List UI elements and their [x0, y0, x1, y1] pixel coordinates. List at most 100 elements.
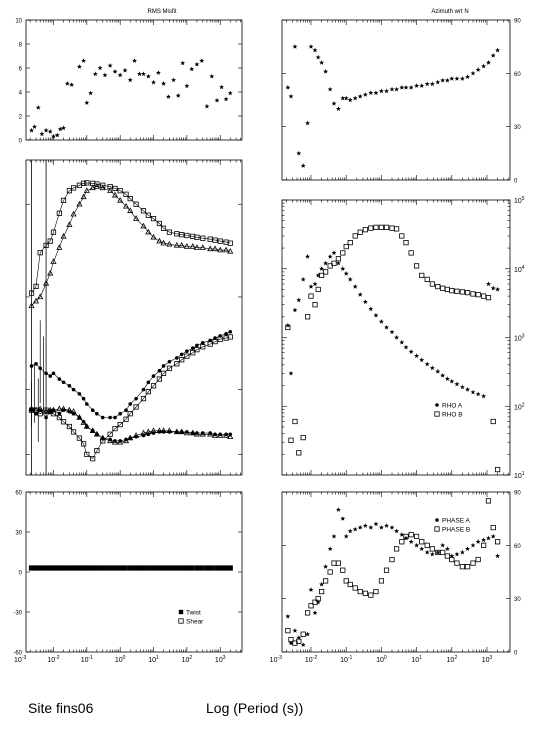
fit-series-6 [29, 408, 233, 443]
rms-misfit-point [117, 72, 123, 78]
fit-point [90, 428, 95, 433]
twist-shear-point [140, 565, 147, 571]
rho-point [454, 381, 460, 387]
phase-point [449, 556, 455, 563]
rho-point [403, 344, 409, 350]
rms-misfit-point [84, 100, 90, 105]
phase-point [378, 524, 384, 530]
twist-shear-y-tick-label: 30 [15, 531, 22, 537]
rho-point [362, 227, 368, 233]
fit-point [185, 349, 189, 353]
phase-x-tick-label: 103 [482, 655, 493, 664]
rho-point [347, 276, 353, 282]
rho-point [331, 260, 337, 266]
rms-misfit-y-tick-label: 4 [19, 91, 23, 97]
rms-misfit-point [184, 83, 190, 89]
fit-point [50, 229, 57, 235]
rho-point [408, 250, 414, 256]
twist-shear-point [199, 565, 204, 571]
twist-shear-point [97, 565, 103, 571]
fit-point [85, 402, 89, 406]
rho-point [296, 450, 302, 456]
rms-misfit-point [76, 64, 82, 69]
phase-y-tick-label: 0 [514, 651, 518, 657]
azimuth-point [292, 44, 298, 49]
phase-point [384, 523, 390, 528]
phase-point [343, 578, 349, 584]
fit-point [48, 409, 53, 414]
phase-point [435, 549, 441, 555]
phase-point [459, 564, 466, 570]
fit-point [67, 409, 72, 414]
phase-point [470, 560, 476, 566]
fit-point [160, 239, 167, 246]
azimuth-point [444, 77, 450, 83]
fit-point [29, 364, 34, 368]
twist-shear-point [69, 565, 75, 571]
fit-point [217, 246, 224, 253]
phase-point [419, 546, 425, 551]
fit-point [184, 232, 190, 239]
rho-point [464, 289, 471, 296]
rho-series-rho-b [285, 224, 501, 473]
fit-point [51, 371, 56, 376]
twist-shear-point [209, 565, 215, 571]
rho-point [454, 288, 460, 294]
fit-point [140, 208, 147, 214]
azimuth-point [357, 93, 363, 99]
phase-point [403, 535, 409, 541]
twist-shear-point [122, 565, 128, 571]
twist-shear-point [146, 565, 151, 571]
fit-point [60, 232, 67, 239]
x-axis-label: Log (Period (s)) [206, 700, 304, 716]
fit-point [166, 240, 173, 247]
fit-point [90, 408, 95, 413]
twist-shear-point [194, 565, 200, 571]
fit-point [194, 234, 200, 240]
azimuth-point [465, 74, 471, 79]
azimuth-point [394, 86, 400, 92]
phase-x-tick-label: 101 [411, 655, 422, 664]
phase-point [312, 610, 318, 615]
rho-point [429, 365, 435, 371]
fit-point [37, 250, 43, 256]
fit-point [166, 229, 173, 235]
fit-point [95, 432, 99, 437]
fit-point [124, 408, 128, 413]
fit-point [81, 396, 86, 401]
fit-point [29, 408, 34, 413]
azimuth-point [323, 68, 329, 74]
twist-shear-point [43, 565, 49, 571]
azimuth-point [440, 77, 446, 83]
fit-point [207, 245, 214, 252]
phase-point [389, 524, 395, 530]
rho-point [343, 271, 349, 276]
fit-point [84, 451, 90, 458]
rho-point [475, 391, 481, 397]
rho-point [378, 319, 384, 324]
rho-point [444, 286, 451, 293]
rms-misfit-point [102, 72, 108, 78]
phase-point [368, 592, 374, 598]
rms-misfit-point [137, 71, 142, 77]
fit-point [157, 430, 162, 434]
rho-point [300, 434, 306, 441]
fit-point [212, 237, 218, 243]
rho-point [347, 240, 353, 246]
rho-point [444, 376, 450, 381]
shear-legend-label: Shear [186, 619, 204, 626]
fit-point [175, 356, 179, 360]
phase-frame [281, 491, 511, 653]
rms-misfit-point [219, 84, 225, 90]
fit-point [51, 408, 56, 413]
fit-point [83, 187, 90, 193]
rms-misfit-point [43, 127, 49, 133]
twist-shear-point [160, 565, 167, 571]
fit-point [211, 245, 219, 252]
fit-point [28, 290, 35, 296]
phase-point [435, 549, 441, 556]
twist-shear-y-tick-label: 0 [19, 571, 23, 577]
fit-point [178, 241, 185, 248]
phase-point [464, 564, 471, 570]
rho-point [449, 378, 455, 384]
